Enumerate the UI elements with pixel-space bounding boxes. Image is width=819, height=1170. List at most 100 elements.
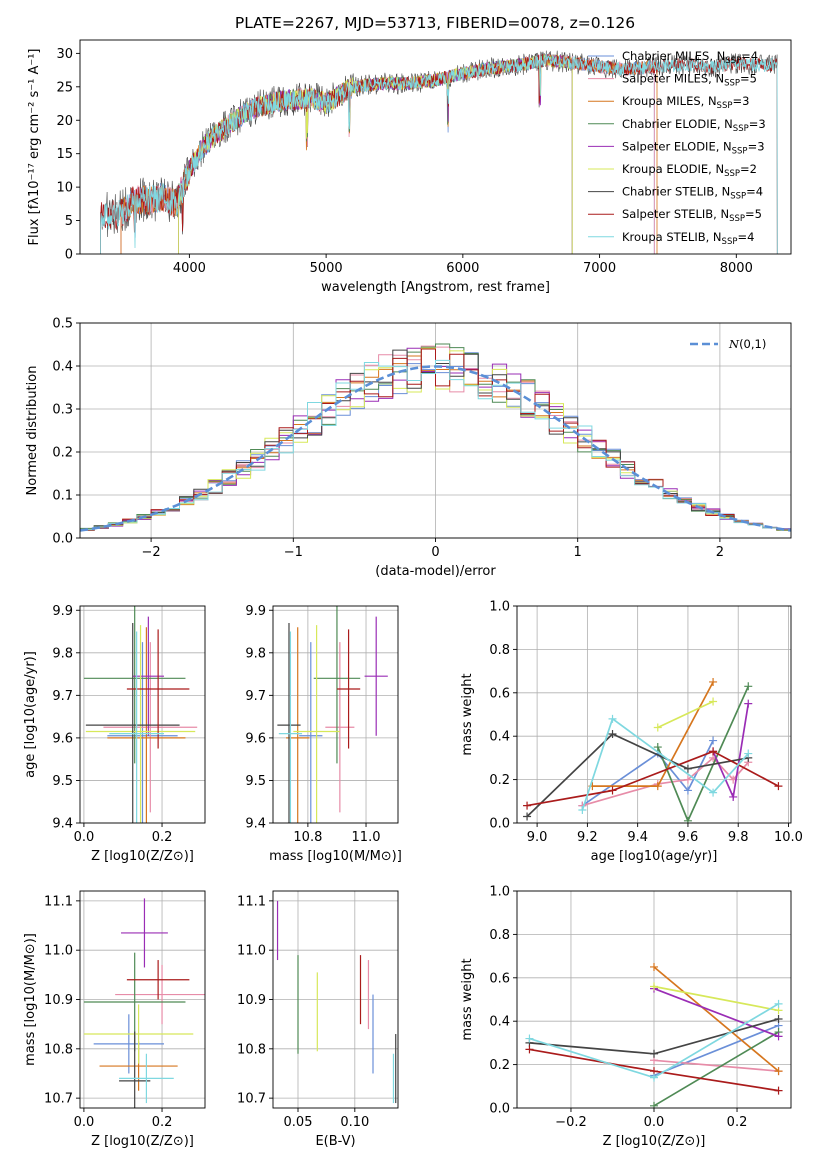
mass_weight_vs_age-series-line [712,703,750,800]
legend-entry: Kroupa MILES, NSSP=3 [622,94,749,111]
mass_weight_vs_age-series-line [526,732,749,818]
spectrum-xtick-label: 4000 [173,261,206,276]
age_vs_mass-ytick-label: 9.8 [245,646,266,661]
mass_weight_vs_Z-series-line [653,1059,779,1072]
mass_weight_vs_Z-series-line [653,1031,779,1107]
mass_weight_vs_age-ytick-label: 1.0 [489,600,510,615]
mass_weight_vs_age-point-marker [744,682,753,691]
mass_vs_Z-xlabel: Z [log10(Z/Z⊙)] [91,1134,194,1149]
mass_weight_vs_age-xtick-label: 10.0 [774,830,803,845]
age_vs_mass-plot-area [277,606,388,823]
mass_weight_vs_age-point-marker [608,714,617,723]
age_vs_mass-ytick-label: 9.7 [245,689,266,704]
mass_weight_vs_age-ytick-label: 0.0 [489,817,510,832]
spectrum-ytick-label: 5 [65,214,73,229]
mass_weight_vs_Z-point-marker [525,1034,534,1043]
mass_weight_vs_age-point-marker [709,747,718,756]
age_vs_mass-axes: 10.8 11.0 9.4 9.5 9.6 9.7 9.8 9.9 mass [log10(M/… [245,604,402,864]
mass_weight_vs_Z-ylabel: mass weight [460,958,475,1040]
mass_vs_Z-ytick-label: 11.1 [44,894,73,909]
mass_weight_vs_age-series-line [581,717,749,811]
spectrum-ytick-label: 20 [56,114,73,129]
legend-entry: Chabrier ELODIE, NSSP=3 [622,117,766,134]
residuals-xtick-label: 2 [716,545,724,560]
age_vs_Z-ytick-label: 9.9 [52,604,73,619]
mass_weight_vs_age-point-marker [744,699,753,708]
mass_vs_Z-xtick-label: 0.2 [152,1115,173,1130]
mass_weight_vs_Z-point-marker [774,1015,783,1024]
mass_weight_vs_Z-axes: −0.2 0.0 0.2 0.0 0.2 0.4 0.6 0.8 1.0 Z [log10(Z/Z… [460,885,791,1149]
residuals-plot-area [80,343,791,532]
mass_weight_vs_Z-series-line [653,1024,779,1077]
residuals-ytick-label: 0.4 [52,360,73,375]
gaussian-reference-curve [80,365,791,532]
mass_vs_ebv-ytick-label: 10.7 [237,1092,266,1107]
spectrum-legend: Chabrier MILES, NSSP=4 Salpeter MILES, NS… [588,49,766,247]
mass_vs_Z-ytick-label: 11.0 [44,944,73,959]
mass_weight_vs_Z-xlabel: Z [log10(Z/Z⊙)] [603,1134,706,1149]
age_vs_mass-xlabel: mass [log10(M/M⊙)] [269,849,402,864]
age_vs_Z-ytick-label: 9.6 [52,731,73,746]
mass_weight_vs_age-point-marker [608,730,617,739]
mass_weight_vs_Z-point-marker [774,1032,783,1041]
spectrum-ytick-label: 30 [56,47,73,62]
residuals-xlabel: (data-model)/error [375,564,496,579]
spectrum-series-line [100,53,778,254]
mass_weight_vs_Z-series-line [653,966,780,1072]
mass_weight_vs_age-point-marker [709,677,718,686]
spectrum-xtick-label: 5000 [310,261,343,276]
mass_weight_vs_Z-point-marker [650,1101,658,1108]
legend-entry: Kroupa ELODIE, NSSP=2 [622,162,757,179]
mass_weight_vs_Z-xtick-label: 0.0 [644,1115,665,1130]
mass_weight_vs_Z-ytick-label: 0.4 [489,1015,510,1030]
mass_vs_Z-plot-area [83,898,205,1108]
mass_weight_vs_age-point-marker [523,812,532,821]
mass_vs_Z-xtick-label: 0.0 [74,1115,95,1130]
mass_weight_vs_Z-ytick-label: 1.0 [489,885,510,900]
residuals-xtick-label: 0 [431,545,439,560]
age_vs_mass-xtick-label: 11.0 [352,830,381,845]
mass_weight_vs_age-point-marker [709,697,718,706]
spectrum-ylabel: Flux [fλ10⁻¹⁷ erg cm⁻² s⁻¹ A⁻¹] [27,49,42,246]
mass_weight_vs_age-ylabel: mass weight [460,673,475,755]
age_vs_mass-xtick-label: 10.8 [293,830,322,845]
residuals-ytick-label: 0.5 [52,317,73,332]
spectrum-ytick-label: 15 [56,147,73,162]
age_vs_Z-plot-area [83,606,198,823]
mass_weight_vs_Z-point-marker [774,1086,783,1095]
legend-entry: Kroupa STELIB, NSSP=4 [622,230,754,247]
mass_vs_ebv-axes: 0.05 0.10 10.7 10.8 10.9 11.0 11.1 E(B-V) [237,891,398,1149]
spectrum-series-line [178,54,573,254]
spectrum-frame [79,39,792,255]
mass_weight_vs_age-frame [516,605,792,824]
figure-title: PLATE=2267, MJD=53713, FIBERID=0078, z=0… [235,14,635,32]
age_vs_Z-ytick-label: 9.8 [52,646,73,661]
age_vs_Z-ylabel: age [log10(age/yr)] [23,651,38,778]
residuals-legend: N(0,1) [690,337,766,351]
mass_weight_vs_Z-point-marker [650,982,658,991]
residuals-ytick-label: 0.3 [52,403,73,418]
age_vs_Z-axes: 0.0 0.2 9.4 9.5 9.6 9.7 9.8 9.9 Z [log10(Z/Z⊙)] a… [23,604,205,864]
residuals-ylabel: Normed distribution [25,366,40,496]
mass_weight_vs_Z-point-marker [650,1073,658,1082]
mass_weight_vs_age-point-marker [774,782,783,791]
spectrum-ytick-label: 10 [56,181,73,196]
mass_weight_vs_age-ytick-label: 0.6 [489,686,510,701]
mass_weight_vs_Z-point-marker [650,962,658,971]
mass_vs_Z-ytick-label: 10.8 [44,1042,73,1057]
mass_weight_vs_age-point-marker [523,801,532,810]
residuals-xtick-label: −2 [142,545,161,560]
spectrum-ytick-label: 25 [56,80,73,95]
legend-entry: Salpeter MILES, NSSP=5 [622,72,757,89]
mass_weight_vs_age-plot-area [523,677,783,823]
spectrum-xtick-label: 8000 [720,261,753,276]
mass_weight_vs_age-point-marker [709,736,718,745]
spectrum-ytick-label: 0 [65,248,73,263]
residuals-ytick-label: 0.2 [52,446,73,461]
mass_weight_vs_age-point-marker [683,764,692,773]
mass_weight_vs_Z-point-marker [650,1049,658,1058]
mass_vs_ebv-ytick-label: 10.8 [237,1042,266,1057]
age_vs_Z-ytick-label: 9.7 [52,689,73,704]
mass_weight_vs_age-point-marker [683,775,692,784]
age_vs_mass-ytick-label: 9.5 [245,774,266,789]
